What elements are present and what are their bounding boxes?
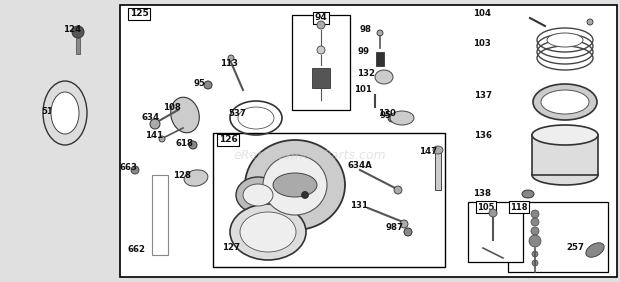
Text: 634A: 634A [348, 160, 373, 169]
Ellipse shape [170, 97, 199, 133]
Bar [213, 133, 445, 267]
Text: 98: 98 [359, 25, 371, 34]
Ellipse shape [433, 146, 443, 154]
Text: 95: 95 [380, 111, 392, 120]
Circle shape [159, 136, 165, 142]
Circle shape [489, 209, 497, 217]
Text: 103: 103 [473, 39, 491, 47]
Text: 634: 634 [142, 113, 160, 122]
Ellipse shape [243, 184, 273, 206]
Circle shape [532, 260, 538, 266]
Circle shape [531, 218, 539, 226]
Circle shape [529, 235, 541, 247]
Ellipse shape [532, 125, 598, 145]
Circle shape [532, 251, 538, 257]
Bar [312, 68, 330, 88]
Ellipse shape [245, 140, 345, 230]
Text: 113: 113 [220, 58, 238, 67]
Text: 51: 51 [41, 107, 53, 116]
Bar [76, 38, 80, 54]
Text: 618: 618 [175, 138, 193, 147]
Bar [468, 202, 523, 262]
Ellipse shape [72, 26, 84, 38]
Ellipse shape [184, 170, 208, 186]
Ellipse shape [51, 92, 79, 134]
Text: 126: 126 [219, 135, 237, 144]
Bar [152, 175, 168, 255]
Text: 136: 136 [474, 131, 492, 140]
Ellipse shape [236, 177, 280, 213]
Text: 141: 141 [145, 131, 163, 140]
Text: 987: 987 [385, 224, 403, 232]
Text: 124: 124 [63, 25, 81, 34]
Circle shape [301, 191, 309, 199]
Circle shape [394, 186, 402, 194]
Ellipse shape [263, 155, 327, 215]
Ellipse shape [273, 173, 317, 197]
Text: 663: 663 [120, 162, 138, 171]
Text: 130: 130 [378, 109, 396, 118]
Ellipse shape [43, 81, 87, 145]
Text: 95: 95 [193, 78, 205, 87]
Text: 125: 125 [130, 10, 148, 19]
Text: 131: 131 [350, 202, 368, 210]
Ellipse shape [586, 243, 604, 257]
Ellipse shape [541, 90, 589, 114]
Text: 132: 132 [357, 69, 375, 78]
Circle shape [587, 19, 593, 25]
Text: 137: 137 [474, 91, 492, 100]
Ellipse shape [547, 33, 583, 47]
Text: 128: 128 [173, 171, 191, 180]
Ellipse shape [240, 212, 296, 252]
Text: 118: 118 [510, 202, 528, 212]
Circle shape [317, 46, 325, 54]
Circle shape [388, 114, 396, 122]
Text: eReplacementParts.com: eReplacementParts.com [234, 149, 386, 162]
Text: 94: 94 [314, 14, 327, 23]
Ellipse shape [390, 111, 414, 125]
Text: 99: 99 [357, 47, 369, 56]
Text: 537: 537 [228, 109, 246, 118]
Circle shape [400, 220, 408, 228]
Ellipse shape [533, 84, 597, 120]
Text: 138: 138 [473, 188, 491, 197]
Ellipse shape [375, 70, 393, 84]
Text: 101: 101 [354, 85, 372, 94]
Text: 104: 104 [473, 10, 491, 19]
Circle shape [317, 21, 325, 29]
Text: 105: 105 [477, 202, 495, 212]
Bar [120, 5, 617, 277]
Bar [292, 15, 350, 110]
Bar [376, 52, 384, 66]
Circle shape [531, 227, 539, 235]
Ellipse shape [522, 190, 534, 198]
Circle shape [404, 228, 412, 236]
Circle shape [131, 166, 139, 174]
Bar [508, 202, 608, 272]
Text: 127: 127 [222, 243, 240, 252]
Text: 147: 147 [419, 147, 437, 157]
Circle shape [204, 81, 212, 89]
Circle shape [150, 119, 160, 129]
Circle shape [531, 210, 539, 218]
Text: 662: 662 [128, 246, 146, 254]
Ellipse shape [532, 165, 598, 185]
Circle shape [228, 55, 234, 61]
Circle shape [189, 141, 197, 149]
Circle shape [377, 30, 383, 36]
Text: 257: 257 [566, 243, 584, 252]
Text: 108: 108 [163, 103, 181, 113]
Ellipse shape [230, 204, 306, 260]
Bar [532, 135, 598, 175]
Bar [435, 150, 441, 190]
